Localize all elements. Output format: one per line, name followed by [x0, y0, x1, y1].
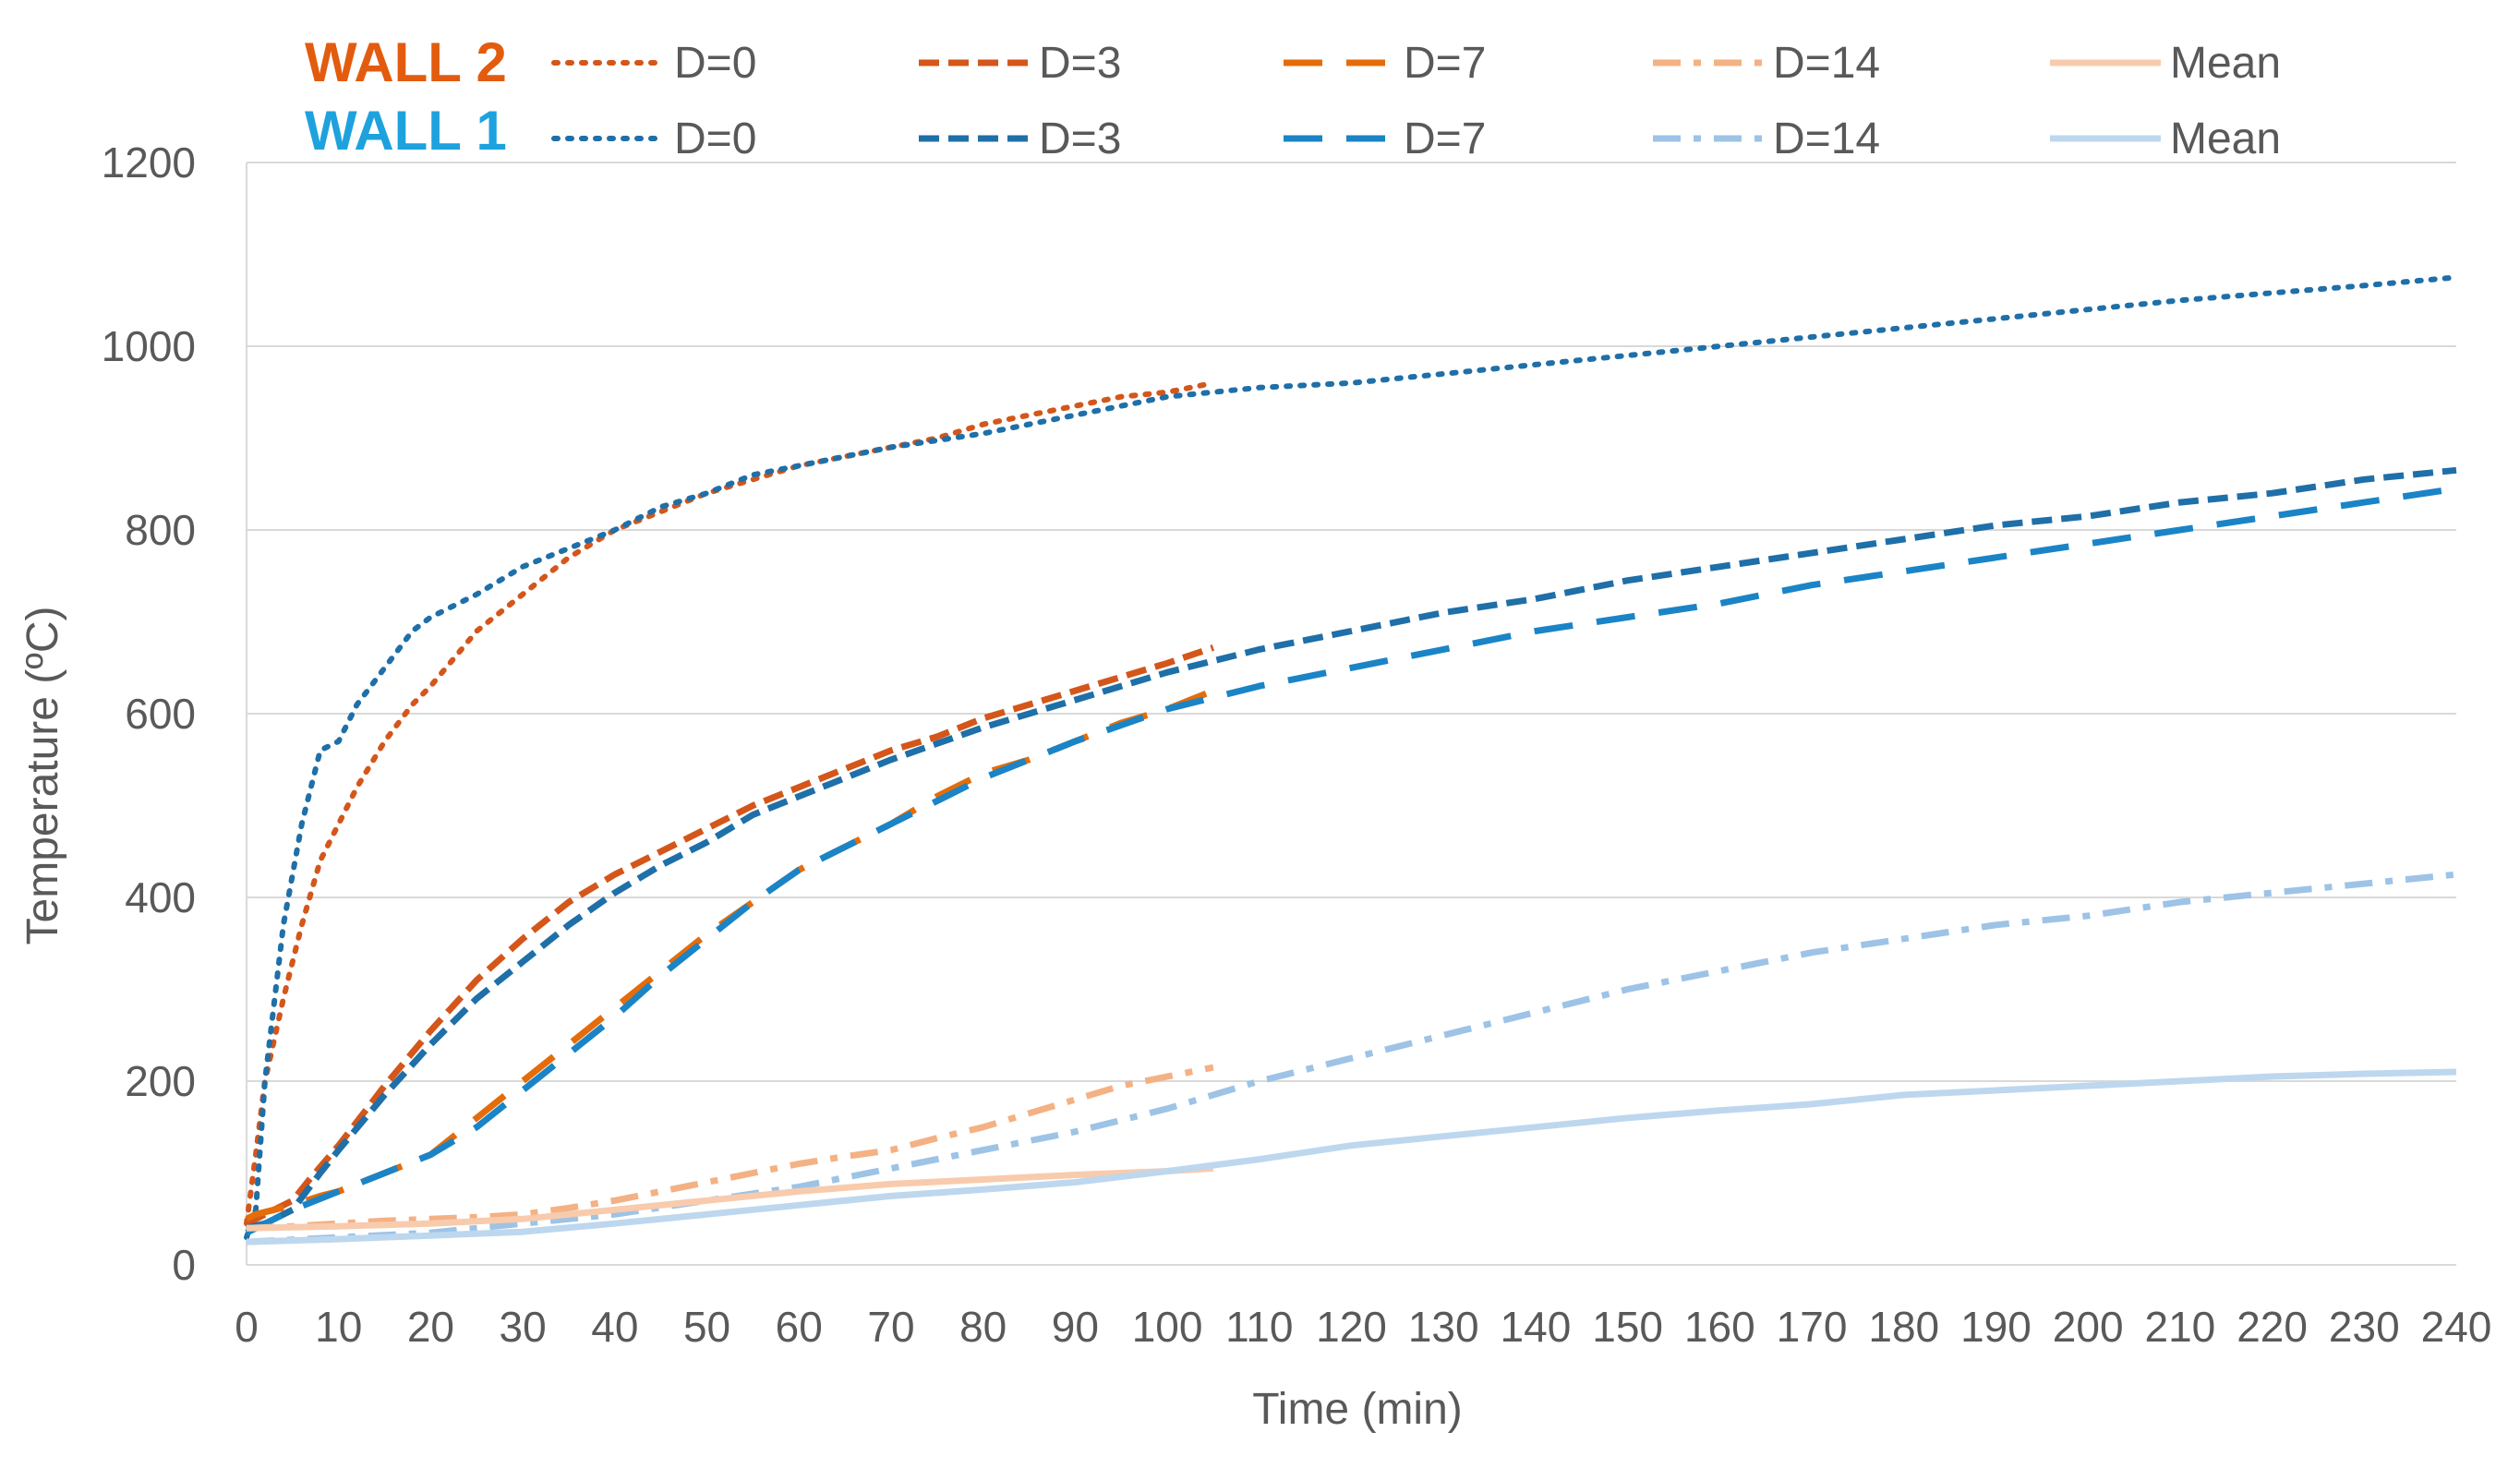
x-tick-label: 120	[1316, 1303, 1387, 1351]
x-tick-label: 170	[1777, 1303, 1848, 1351]
series-line-wall-1-d-7	[245, 485, 2457, 1236]
legend: WALL 2 WALL 1 D=0 D=0 D=3 D=3 D=7 D=7 D=14 D=14…	[305, 31, 2281, 163]
x-tick-label: 230	[2329, 1303, 2400, 1351]
y-tick-label: 1000	[102, 322, 196, 370]
series-line-wall-1-d-0	[244, 274, 2459, 1241]
series-line-wall-2-d-7	[245, 687, 1215, 1222]
y-tick-label: 1200	[102, 138, 196, 187]
legend-group-wall-2: WALL 2	[305, 31, 507, 93]
x-tick-label: 160	[1684, 1303, 1755, 1351]
series-lines	[244, 274, 2459, 1245]
legend-label-wall-2-d-0: D=0	[674, 39, 756, 88]
x-tick-label: 210	[2145, 1303, 2216, 1351]
x-tick-label: 100	[1132, 1303, 1203, 1351]
x-tick-label: 200	[2053, 1303, 2124, 1351]
legend-label-wall-1-d-14: D=14	[1773, 114, 1880, 163]
x-tick-label: 180	[1868, 1303, 1939, 1351]
legend-label-wall-2-d-3: D=3	[1039, 39, 1121, 88]
x-tick-label: 20	[407, 1303, 454, 1351]
gridlines	[246, 162, 2456, 1266]
y-tick-label: 200	[125, 1057, 196, 1105]
x-tick-label: 110	[1225, 1303, 1293, 1351]
x-tick-label: 0	[235, 1303, 259, 1351]
series-line-wall-2-d-14	[246, 1064, 1214, 1232]
series-line-wall-2-d-3	[245, 644, 1215, 1227]
x-axis-ticks: 0 10 20 30 40 50 60 70 80 90 100 110 120 130 140 150 160…	[235, 1303, 2491, 1351]
series-line-wall-1-d-3	[246, 466, 2457, 1232]
y-tick-label: 0	[172, 1241, 196, 1289]
series-line-wall-1-mean	[246, 1068, 2457, 1245]
x-tick-label: 70	[867, 1303, 914, 1351]
y-tick-label: 400	[125, 873, 196, 921]
legend-label-wall-2-d-14: D=14	[1773, 39, 1880, 88]
y-axis-title: Temperature (ºC)	[18, 607, 67, 945]
x-tick-label: 150	[1592, 1303, 1663, 1351]
x-tick-label: 130	[1408, 1303, 1479, 1351]
x-tick-label: 80	[959, 1303, 1007, 1351]
x-axis-title: Time (min)	[1252, 1385, 1463, 1434]
x-tick-label: 240	[2421, 1303, 2492, 1351]
x-tick-label: 40	[591, 1303, 638, 1351]
x-tick-label: 50	[683, 1303, 730, 1351]
series-line-wall-1-d-14	[246, 871, 2457, 1245]
legend-label-wall-2-mean: Mean	[2170, 39, 2281, 88]
legend-label-wall-1-d-7: D=7	[1404, 114, 1486, 163]
y-tick-label: 600	[125, 690, 196, 738]
legend-group-wall-1: WALL 1	[305, 100, 507, 162]
x-tick-label: 10	[315, 1303, 362, 1351]
series-line-wall-2-mean	[246, 1165, 1214, 1232]
legend-label-wall-1-mean: Mean	[2170, 114, 2281, 163]
legend-label-wall-1-d-3: D=3	[1039, 114, 1121, 163]
legend-label-wall-2-d-7: D=7	[1404, 39, 1486, 88]
series-line-wall-2-d-0	[244, 381, 1207, 1227]
y-axis-ticks: 0 200 400 600 800 1000 1200	[102, 138, 196, 1289]
x-tick-label: 140	[1501, 1303, 1572, 1351]
y-tick-label: 800	[125, 506, 196, 554]
x-tick-label: 60	[776, 1303, 823, 1351]
x-tick-label: 190	[1960, 1303, 2032, 1351]
legend-label-wall-1-d-0: D=0	[674, 114, 756, 163]
x-tick-label: 220	[2237, 1303, 2308, 1351]
x-tick-label: 30	[500, 1303, 547, 1351]
x-tick-label: 90	[1052, 1303, 1099, 1351]
